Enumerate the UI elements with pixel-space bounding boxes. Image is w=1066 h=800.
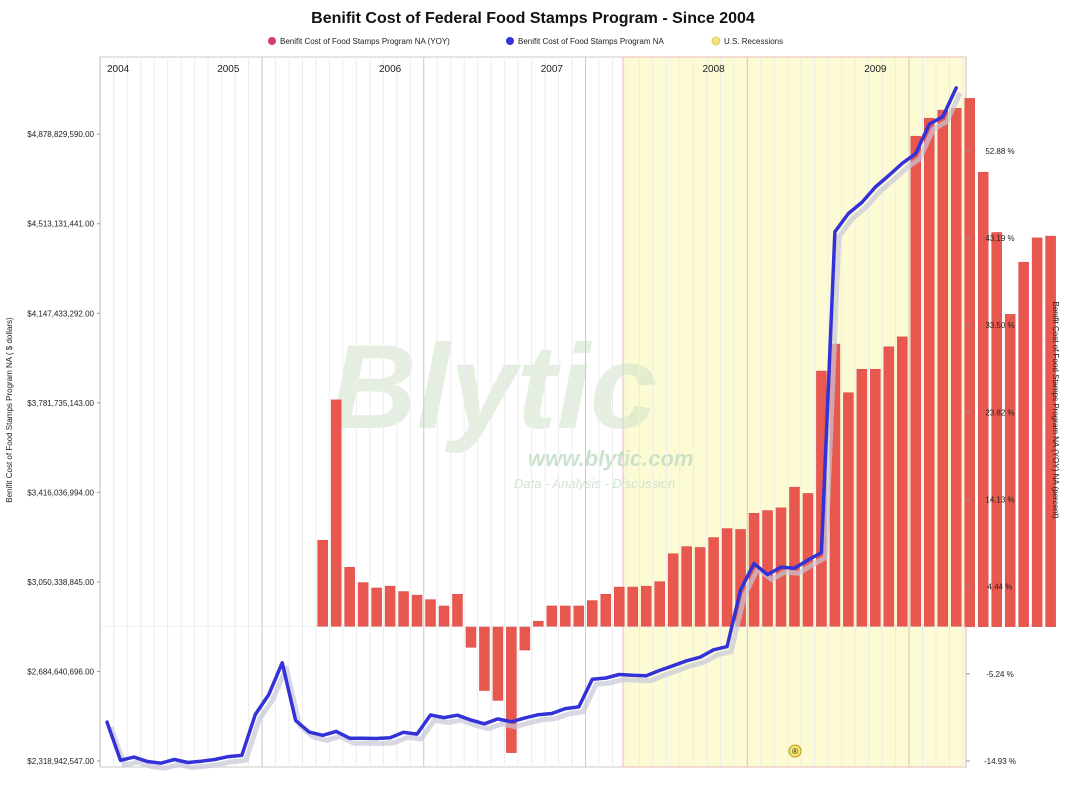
yoy-bar	[452, 593, 463, 627]
watermark-url: www.blytic.com	[528, 446, 693, 471]
cost-line-layer	[105, 86, 963, 771]
yoy-bar	[991, 232, 1002, 627]
yoy-bar	[924, 117, 935, 627]
yoy-bar	[897, 336, 908, 627]
watermark-tagline: Data - Analysis - Discussion	[514, 476, 675, 491]
year-label: 2008	[702, 64, 725, 75]
legend-yoy-label: Benifit Cost of Food Stamps Program NA (…	[280, 37, 450, 46]
left-tick-label: $3,416,036,994.00	[27, 488, 94, 497]
right-tick-label: 23.82 %	[985, 408, 1014, 417]
yoy-bar	[344, 566, 355, 627]
yoy-bar	[937, 109, 949, 627]
yoy-bar	[411, 594, 423, 627]
year-labels: 2004 2005 2006 2007 2008 2009	[107, 64, 887, 75]
yoy-bar	[519, 626, 531, 651]
right-tick-label: 14.13 %	[985, 495, 1014, 504]
yoy-bar	[627, 586, 638, 627]
yoy-bar	[1045, 235, 1056, 627]
yoy-bar	[479, 626, 490, 691]
right-tick-label: 4.44 %	[988, 583, 1013, 592]
yoy-bar	[573, 605, 585, 627]
legend: Benifit Cost of Food Stamps Program NA (…	[268, 36, 783, 46]
legend-recession-swatch	[711, 36, 721, 46]
legend-yoy-swatch	[268, 37, 276, 45]
yoy-bar	[465, 626, 477, 648]
left-tick-label: $4,513,131,441.00	[27, 220, 94, 229]
yoy-bar	[506, 626, 517, 753]
cost-line	[105, 86, 958, 765]
yoy-bar	[425, 599, 436, 627]
left-tick-label: $3,050,338,845.00	[27, 578, 94, 587]
yoy-bar	[1031, 237, 1043, 627]
left-tick-label: $4,147,433,292.00	[27, 309, 94, 318]
yoy-bar	[977, 171, 989, 627]
yoy-bar	[708, 537, 719, 627]
legend-recession-label: U.S. Recessions	[724, 37, 783, 46]
yoy-bar	[640, 585, 652, 627]
yoy-bar	[843, 392, 854, 627]
yoy-bar	[438, 605, 450, 627]
yoy-bar	[317, 540, 328, 627]
left-axis-ticks: $4,878,829,590.00 $4,513,131,441.00 $4,147…	[27, 130, 100, 766]
legend-cost-label: Benifit Cost of Food Stamps Program NA	[518, 37, 665, 46]
recession-marker: ®	[788, 744, 802, 758]
cost-line-shadow	[108, 91, 963, 771]
right-axis-ticks: 52.88 % 43.19 % 33.50 % 23.82 % 14.13 % 4.44 …	[966, 147, 1016, 766]
yoy-bar	[613, 586, 625, 627]
left-tick-label: $3,781,735,143.00	[27, 399, 94, 408]
year-label: 2005	[217, 64, 240, 75]
right-tick-label: -5.24 %	[986, 670, 1014, 679]
left-tick-label: $4,878,829,590.00	[27, 130, 94, 139]
yoy-bar	[667, 553, 679, 627]
right-tick-label: 52.88 %	[985, 147, 1014, 156]
yoy-bar	[883, 346, 895, 627]
right-tick-label: -14.93 %	[984, 757, 1016, 766]
recession-marker-label: ®	[792, 747, 798, 756]
yoy-bar	[681, 546, 692, 627]
yoy-bar	[560, 605, 571, 627]
watermark: Blytic www.blytic.com Data - Analysis - …	[330, 320, 693, 491]
yoy-bar	[694, 547, 706, 627]
yoy-bar	[587, 600, 598, 627]
yoy-bar	[533, 620, 544, 627]
yoy-bar	[1018, 261, 1029, 627]
yoy-bar	[762, 510, 773, 627]
watermark-logo: Blytic	[330, 320, 657, 454]
yoy-bar	[654, 581, 665, 627]
left-tick-label: $2,684,640,696.00	[27, 667, 94, 676]
left-axis-title: Benifit Cost of Food Stamps Program NA (…	[5, 317, 14, 503]
year-label: 2009	[864, 64, 887, 75]
yoy-bar	[600, 593, 612, 627]
yoy-bar	[1004, 314, 1016, 627]
legend-cost-swatch	[506, 37, 514, 45]
recession-marker-circle	[788, 744, 802, 758]
year-label: 2007	[541, 64, 564, 75]
yoy-bar	[870, 369, 881, 627]
right-tick-label: 43.19 %	[985, 234, 1014, 243]
chart-title: Benifit Cost of Federal Food Stamps Prog…	[311, 10, 755, 27]
yoy-bar	[357, 582, 369, 627]
yoy-bar	[789, 486, 800, 627]
right-axis-title: Benifit Cost of Food Stamps Program NA (…	[1051, 302, 1060, 519]
year-label: 2006	[379, 64, 402, 75]
yoy-bar	[546, 605, 558, 627]
yoy-bar	[964, 98, 975, 627]
yoy-bar	[371, 587, 382, 627]
right-tick-label: 33.50 %	[985, 321, 1014, 330]
yoy-bar	[856, 369, 868, 627]
yoy-bar	[330, 399, 342, 627]
year-label: 2004	[107, 64, 130, 75]
left-tick-label: $2,318,942,547.00	[27, 757, 94, 766]
yoy-bar	[721, 528, 733, 627]
gridlines	[99, 57, 964, 767]
yoy-bar	[398, 591, 409, 627]
yoy-bar	[492, 626, 504, 701]
yoy-bar	[910, 135, 922, 627]
yoy-bar	[384, 585, 396, 627]
yoy-bar	[950, 108, 962, 627]
